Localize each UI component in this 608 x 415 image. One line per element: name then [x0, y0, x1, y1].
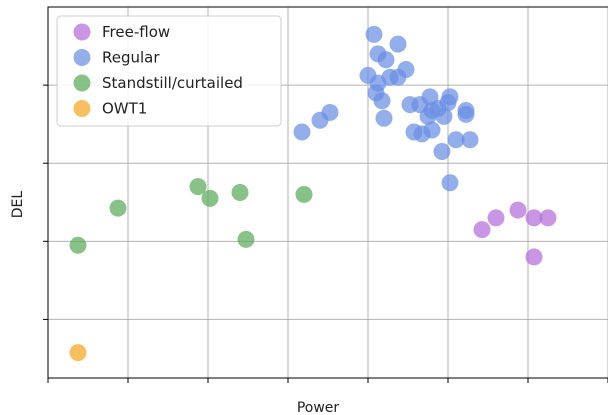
data-point-standstill-curtailed — [201, 189, 219, 207]
data-point-regular — [447, 131, 465, 149]
data-point-regular — [373, 92, 391, 110]
data-point-free-flow — [487, 209, 505, 227]
data-point-standstill-curtailed — [237, 230, 255, 248]
legend-label: Free-flow — [102, 23, 170, 41]
data-point-standstill-curtailed — [189, 178, 207, 196]
data-point-standstill-curtailed — [69, 236, 87, 254]
data-point-free-flow — [509, 201, 527, 219]
data-point-regular — [389, 35, 407, 53]
data-point-free-flow — [473, 221, 491, 239]
data-point-regular — [389, 68, 407, 86]
legend-marker — [73, 74, 91, 92]
axis-ticks — [43, 84, 608, 383]
legend: Free-flow Regular Standstill/curtailed OWT1 — [56, 15, 282, 127]
data-point-owt1 — [69, 344, 87, 362]
plot-frame — [47, 6, 608, 379]
data-point-standstill-curtailed — [109, 199, 127, 217]
data-point-free-flow — [525, 209, 543, 227]
legend-marker — [73, 23, 91, 41]
data-points — [69, 25, 557, 362]
legend-label: OWT1 — [102, 100, 147, 118]
data-point-regular — [461, 131, 479, 149]
legend-marker — [73, 49, 91, 66]
data-point-regular — [433, 142, 451, 160]
legend-marker — [73, 100, 91, 117]
data-point-regular — [365, 25, 383, 43]
data-point-regular — [423, 121, 441, 139]
data-point-regular — [293, 123, 311, 141]
data-point-standstill-curtailed — [295, 185, 313, 203]
data-point-free-flow — [525, 248, 543, 266]
legend-label: Regular — [102, 49, 160, 67]
x-axis-label: Power — [297, 400, 340, 415]
data-point-regular — [441, 174, 459, 192]
data-point-regular — [377, 51, 395, 69]
data-point-regular — [439, 94, 457, 112]
y-axis-label: DEL — [10, 191, 26, 219]
data-point-regular — [435, 107, 453, 125]
data-point-free-flow — [539, 209, 557, 227]
data-point-regular — [321, 103, 339, 121]
data-point-regular — [419, 107, 437, 125]
legend-label: Standstill/curtailed — [102, 74, 243, 92]
data-point-regular — [457, 101, 475, 119]
data-point-regular — [375, 109, 393, 127]
legend-box — [56, 15, 282, 127]
data-point-standstill-curtailed — [231, 184, 249, 201]
